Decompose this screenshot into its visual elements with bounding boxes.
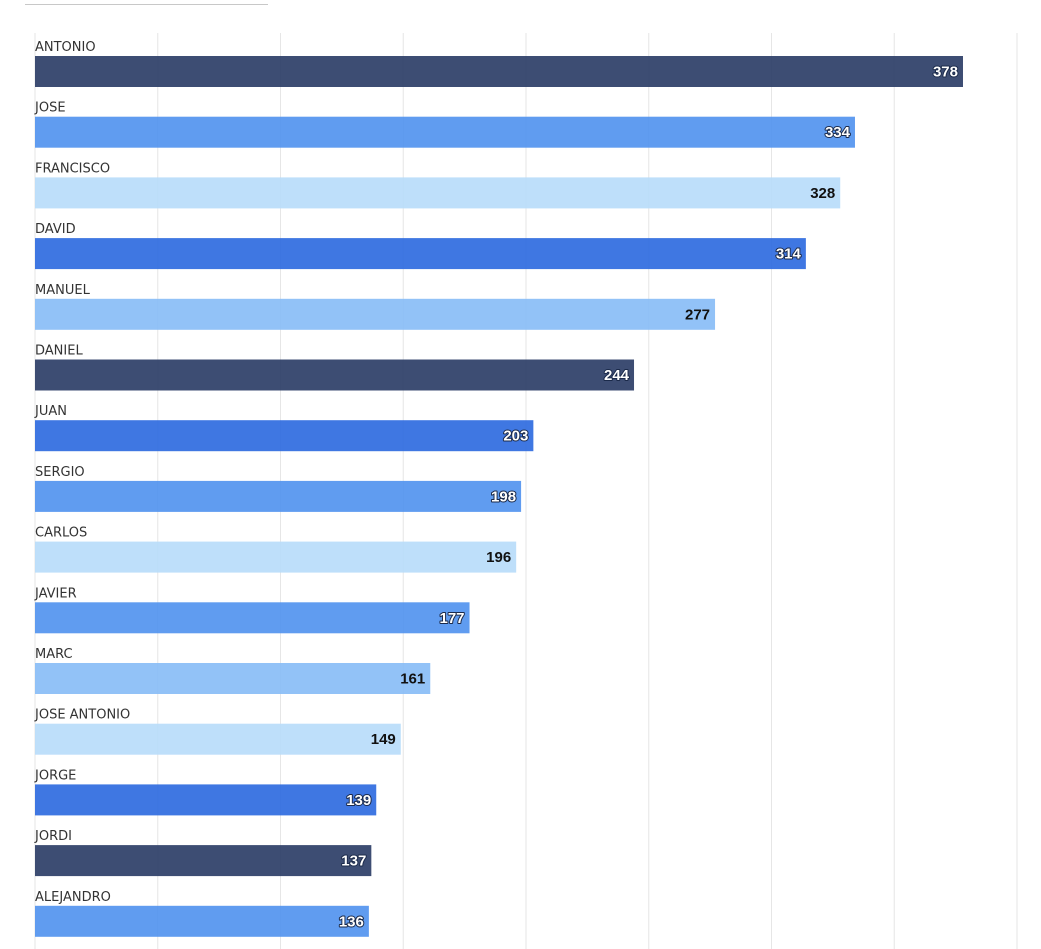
category-label: DANIEL [35, 344, 83, 359]
bar [35, 238, 806, 270]
bar [35, 905, 369, 937]
category-label: SERGIO [35, 465, 85, 480]
value-label: 203 [503, 428, 528, 445]
value-label: 334 [825, 124, 851, 141]
category-label: DAVID [35, 222, 76, 237]
value-label: 161 [400, 671, 425, 688]
bar [35, 541, 517, 573]
category-label: JUAN [34, 404, 67, 419]
bar [35, 359, 635, 391]
category-label: FRANCISCO [35, 161, 110, 176]
category-label: JORDI [34, 829, 72, 844]
value-label: 378 [933, 64, 958, 81]
bar [35, 663, 431, 694]
category-label: ALEJANDRO [35, 890, 111, 905]
bar [35, 420, 534, 452]
value-label: 328 [810, 185, 835, 202]
category-label: JAVIER [34, 586, 77, 601]
category-label: ANTONIO [35, 40, 96, 55]
bar [35, 177, 841, 209]
category-label: JOSE ANTONIO [34, 708, 130, 723]
bar [35, 602, 470, 634]
bar [35, 845, 372, 877]
value-label: 139 [346, 792, 371, 809]
category-label: JOSE [34, 101, 66, 116]
value-label: 196 [486, 549, 511, 566]
bar [35, 116, 855, 148]
value-label: 314 [776, 246, 802, 263]
bar [35, 298, 716, 330]
category-label: JORGE [34, 768, 76, 783]
value-label: 177 [440, 610, 465, 627]
top-divider-line [25, 4, 268, 5]
value-label: 149 [371, 731, 396, 748]
bar [35, 784, 377, 816]
bar [35, 56, 963, 87]
bar [35, 480, 522, 512]
category-label: MARC [35, 647, 73, 662]
value-label: 277 [685, 306, 710, 323]
bar [35, 723, 401, 755]
value-label: 244 [604, 367, 630, 384]
value-label: 136 [339, 913, 364, 930]
chart-bars: ANTONIO 378 JOSE 334 FRANCISCO 328 DAVID 314 MAN… [34, 40, 963, 937]
category-label: CARLOS [35, 526, 87, 541]
value-label: 137 [341, 853, 366, 870]
value-label: 198 [491, 488, 516, 505]
category-label: MANUEL [35, 283, 91, 298]
